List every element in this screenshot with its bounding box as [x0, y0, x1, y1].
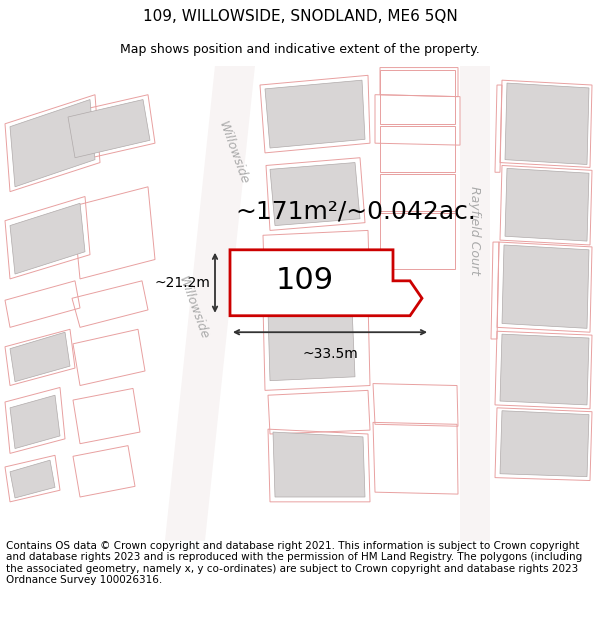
Polygon shape: [10, 460, 55, 498]
Text: Willowside: Willowside: [176, 274, 211, 341]
Text: Rayfield Court: Rayfield Court: [469, 186, 482, 275]
Text: 109, WILLOWSIDE, SNODLAND, ME6 5QN: 109, WILLOWSIDE, SNODLAND, ME6 5QN: [143, 9, 457, 24]
Polygon shape: [10, 332, 70, 382]
Polygon shape: [500, 334, 589, 405]
Text: ~171m²/~0.042ac.: ~171m²/~0.042ac.: [235, 199, 476, 223]
Polygon shape: [240, 258, 370, 308]
Polygon shape: [10, 99, 95, 187]
Text: Map shows position and indicative extent of the property.: Map shows position and indicative extent…: [120, 42, 480, 56]
Polygon shape: [165, 66, 255, 541]
Polygon shape: [505, 168, 589, 241]
Text: 109: 109: [276, 266, 334, 296]
Polygon shape: [10, 203, 85, 274]
Polygon shape: [460, 66, 490, 541]
Text: Contains OS data © Crown copyright and database right 2021. This information is : Contains OS data © Crown copyright and d…: [6, 541, 582, 586]
Polygon shape: [500, 411, 589, 477]
Text: ~33.5m: ~33.5m: [302, 347, 358, 361]
Polygon shape: [10, 395, 60, 449]
Polygon shape: [505, 83, 589, 164]
Polygon shape: [230, 250, 422, 316]
Polygon shape: [270, 162, 360, 226]
Polygon shape: [68, 99, 150, 158]
Polygon shape: [268, 308, 355, 381]
Text: Willowside: Willowside: [215, 119, 250, 186]
Polygon shape: [265, 80, 365, 148]
Polygon shape: [502, 245, 589, 328]
Polygon shape: [273, 432, 365, 497]
Text: ~21.2m: ~21.2m: [154, 276, 210, 290]
